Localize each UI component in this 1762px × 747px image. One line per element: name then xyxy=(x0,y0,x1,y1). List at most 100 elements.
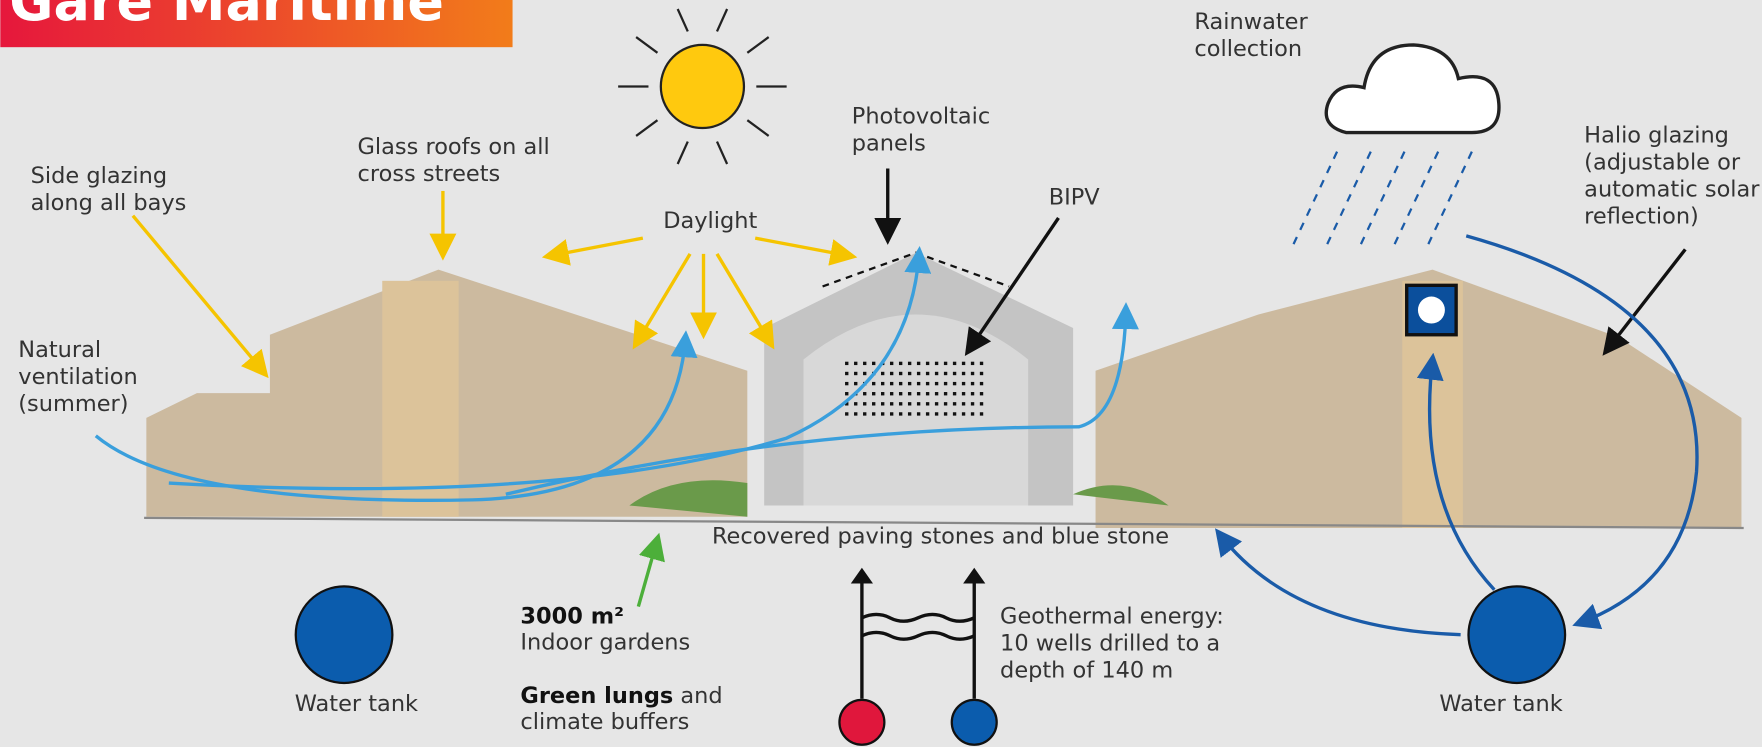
label-line: automatic solar xyxy=(1584,177,1760,203)
bipv-dot xyxy=(935,382,938,385)
bipv-dot xyxy=(845,412,848,415)
gardens-text: Indoor gardens xyxy=(520,629,690,655)
label-line: Photovoltaic xyxy=(852,104,990,130)
bipv-dot xyxy=(872,362,875,365)
bipv-dot xyxy=(935,392,938,395)
bipv-dot xyxy=(899,402,902,405)
bipv-dot xyxy=(908,362,911,365)
bipv-dot xyxy=(980,362,983,365)
bipv-dot xyxy=(926,372,929,375)
bipv-dot xyxy=(944,372,947,375)
bipv-dot xyxy=(935,362,938,365)
bipv-dot xyxy=(899,412,902,415)
label-line: Rainwater xyxy=(1194,9,1308,35)
bipv-dot xyxy=(899,372,902,375)
bipv-dot xyxy=(971,362,974,365)
bipv-dot xyxy=(872,382,875,385)
bipv-dot xyxy=(962,372,965,375)
bipv-dot xyxy=(926,362,929,365)
bipv-dot xyxy=(980,392,983,395)
bipv-dot xyxy=(899,362,902,365)
bipv-dot xyxy=(908,392,911,395)
label-line: Geothermal energy: xyxy=(1000,603,1224,629)
bipv-dot xyxy=(980,412,983,415)
label-line: Side glazing xyxy=(31,163,167,189)
bipv-dot xyxy=(863,402,866,405)
water-tank xyxy=(296,586,393,683)
title: Gare Maritime xyxy=(9,0,444,33)
bipv-dot xyxy=(917,362,920,365)
gardens-area: 3000 m² xyxy=(520,603,624,629)
bipv-dot xyxy=(899,382,902,385)
bipv-dot xyxy=(854,402,857,405)
label-line: ventilation xyxy=(18,364,137,390)
bipv-dot xyxy=(881,382,884,385)
label-line: Natural xyxy=(18,337,101,363)
label-line: along all bays xyxy=(31,190,187,216)
bipv-dot xyxy=(935,372,938,375)
bipv-dot xyxy=(881,372,884,375)
bipv-dot xyxy=(881,412,884,415)
label-line: cross streets xyxy=(358,161,501,187)
bipv-dot xyxy=(872,402,875,405)
label-line: Recovered paving stones and blue stone xyxy=(712,524,1169,550)
bipv-dot xyxy=(890,412,893,415)
bipv-dot xyxy=(917,402,920,405)
bipv-dot xyxy=(863,412,866,415)
bipv-dot xyxy=(845,372,848,375)
bipv-dot xyxy=(953,372,956,375)
bipv-dot xyxy=(881,402,884,405)
bipv-dot xyxy=(854,362,857,365)
bipv-dot xyxy=(863,392,866,395)
bipv-dot xyxy=(926,392,929,395)
bipv-dot xyxy=(971,412,974,415)
bipv-dot xyxy=(935,412,938,415)
bipv-dot xyxy=(980,382,983,385)
bipv-dot xyxy=(890,382,893,385)
bipv-dot xyxy=(863,362,866,365)
bipv-dot xyxy=(953,412,956,415)
bipv-dot xyxy=(854,382,857,385)
bipv-dot xyxy=(962,362,965,365)
bipv-dot xyxy=(944,402,947,405)
bipv-dot xyxy=(926,412,929,415)
bipv-dot xyxy=(953,402,956,405)
bipv-dot xyxy=(854,372,857,375)
bipv-dot xyxy=(971,392,974,395)
bipv-dot xyxy=(854,412,857,415)
label-line: (summer) xyxy=(18,391,128,417)
bipv-dot xyxy=(944,362,947,365)
label-line: collection xyxy=(1194,36,1302,62)
bipv-dot xyxy=(917,412,920,415)
bipv-dot xyxy=(980,372,983,375)
bipv-dot xyxy=(962,382,965,385)
lungs-line2: climate buffers xyxy=(520,709,689,735)
bipv-dot xyxy=(872,392,875,395)
bipv-dot xyxy=(962,402,965,405)
label-line: panels xyxy=(852,131,926,157)
bipv-dot xyxy=(890,392,893,395)
bipv-dot xyxy=(962,412,965,415)
bipv-dot xyxy=(953,362,956,365)
lungs-rest: and xyxy=(673,683,722,709)
bipv-dot xyxy=(908,372,911,375)
bipv-dot xyxy=(890,402,893,405)
bipv-dot xyxy=(881,392,884,395)
bipv-dot xyxy=(899,392,902,395)
bipv-dot xyxy=(953,392,956,395)
lungs-line: Green lungs and xyxy=(520,683,722,709)
bipv-dot xyxy=(845,392,848,395)
label-line: (adjustable or xyxy=(1584,150,1741,176)
bipv-dot xyxy=(908,402,911,405)
label-line: BIPV xyxy=(1049,184,1101,210)
bipv-dot xyxy=(980,402,983,405)
label-line: Water tank xyxy=(1439,691,1562,717)
label-line: Halio glazing xyxy=(1584,123,1729,149)
bipv-dot xyxy=(863,372,866,375)
bipv-dot xyxy=(917,372,920,375)
bipv-dot xyxy=(971,382,974,385)
water-tank xyxy=(1468,586,1565,683)
bipv-dot xyxy=(917,382,920,385)
bipv-dot xyxy=(890,372,893,375)
bipv-dot xyxy=(908,412,911,415)
